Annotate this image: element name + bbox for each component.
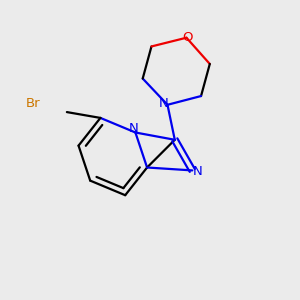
Text: Br: Br <box>26 97 40 110</box>
Text: N: N <box>129 122 139 136</box>
Text: N: N <box>159 97 169 110</box>
Text: N: N <box>193 165 202 178</box>
Text: O: O <box>182 31 192 44</box>
